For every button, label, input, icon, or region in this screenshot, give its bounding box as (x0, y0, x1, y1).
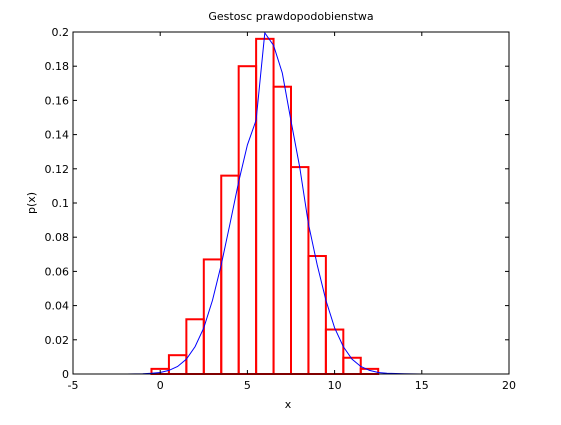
y-tick-label: 0.12 (45, 163, 70, 176)
chart-title: Gestosc prawdopodobienstwa (208, 10, 373, 23)
y-tick-label: 0.08 (45, 231, 70, 244)
y-tick-label: 0.06 (45, 265, 70, 278)
x-tick-label: 20 (502, 379, 516, 392)
y-tick-label: 0.2 (52, 26, 70, 39)
x-tick-label: 10 (328, 379, 342, 392)
x-tick-label: -5 (68, 379, 79, 392)
y-ticks: 0 0.02 0.04 0.06 0.08 0.1 0.12 0.14 0.16 0.18 0.2 (45, 26, 509, 381)
y-tick-label: 0.02 (45, 334, 70, 347)
y-tick-label: 0 (62, 368, 69, 381)
y-tick-label: 0.1 (52, 197, 70, 210)
x-tick-label: 15 (415, 379, 429, 392)
y-axis-label: p(x) (25, 192, 38, 214)
x-tick-label: 5 (244, 379, 251, 392)
y-tick-label: 0.18 (45, 60, 70, 73)
x-axis-label: x (285, 398, 292, 411)
y-tick-label: 0.16 (45, 94, 70, 107)
y-tick-label: 0.14 (45, 129, 70, 142)
y-tick-label: 0.04 (45, 300, 70, 313)
x-ticks: -5 0 5 10 15 20 (68, 32, 516, 392)
x-tick-label: 0 (157, 379, 164, 392)
